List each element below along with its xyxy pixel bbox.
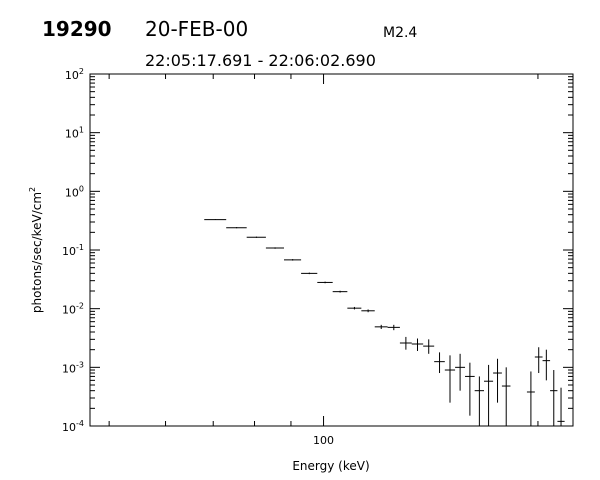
data-point: [423, 339, 435, 354]
y-axis-ticks: [90, 73, 573, 427]
flare-class: M2.4: [383, 25, 417, 41]
data-point: [399, 336, 412, 350]
event-id: 19290: [42, 17, 112, 41]
data-point: [526, 371, 535, 426]
time-range: 22:05:17.691 - 22:06:02.690: [145, 51, 376, 70]
y-tick-label-exp: -2: [76, 302, 84, 311]
y-tick-label-base: 10: [65, 128, 79, 141]
data-point: [226, 227, 247, 229]
x-axis-tick-labels: 100: [313, 434, 334, 447]
data-point: [265, 247, 285, 249]
data-point: [374, 324, 388, 330]
y-tick-label-exp: 2: [79, 67, 84, 76]
data-point: [347, 306, 362, 310]
y-tick-label-base: 10: [65, 69, 79, 82]
y-tick-label-base: 10: [65, 186, 79, 199]
data-point: [455, 353, 466, 391]
data-point: [361, 309, 375, 313]
data-point: [484, 364, 494, 426]
y-tick-label-base: 10: [62, 245, 76, 258]
data-point: [246, 236, 266, 238]
data-points: [204, 219, 565, 426]
y-tick-label-exp: -3: [76, 360, 84, 369]
data-point: [465, 362, 475, 416]
y-tick-label: 101: [65, 126, 84, 141]
y-tick-label: 10-2: [62, 302, 84, 317]
y-axis-title: photons/sec/keV/cm2: [28, 187, 44, 313]
x-axis-title: Energy (keV): [292, 459, 369, 473]
x-axis-ticks: [108, 74, 539, 426]
y-tick-label: 100: [65, 184, 84, 199]
data-point: [317, 281, 333, 284]
y-tick-label-exp: 1: [79, 126, 84, 135]
data-point: [550, 370, 558, 426]
y-tick-label-exp: 0: [79, 184, 84, 193]
data-point: [557, 387, 565, 426]
data-point: [332, 290, 348, 293]
y-tick-label: 10-1: [62, 243, 84, 258]
data-point: [284, 259, 302, 261]
y-axis-title-sup: 2: [28, 187, 37, 192]
y-tick-label: 102: [65, 67, 84, 82]
y-tick-label: 10-3: [62, 360, 84, 375]
y-tick-label-base: 10: [62, 421, 76, 434]
y-axis-title-main: photons/sec/keV/cm: [30, 192, 44, 313]
data-point: [501, 367, 511, 426]
data-point: [474, 376, 485, 426]
data-point: [411, 338, 424, 351]
y-tick-label-exp: -4: [76, 419, 84, 428]
data-point: [301, 272, 318, 275]
y-tick-label: 10-4: [62, 419, 84, 434]
x-tick-label: 100: [313, 434, 334, 447]
data-point: [493, 358, 502, 403]
data-point: [204, 219, 227, 221]
data-point: [387, 324, 400, 331]
data-point: [434, 352, 445, 374]
y-tick-label-exp: -1: [76, 243, 84, 252]
data-point: [534, 347, 543, 374]
data-point: [444, 355, 456, 403]
y-tick-label-base: 10: [62, 304, 76, 317]
data-point: [542, 349, 551, 381]
event-date: 20-FEB-00: [145, 17, 248, 41]
y-tick-label-base: 10: [62, 362, 76, 375]
